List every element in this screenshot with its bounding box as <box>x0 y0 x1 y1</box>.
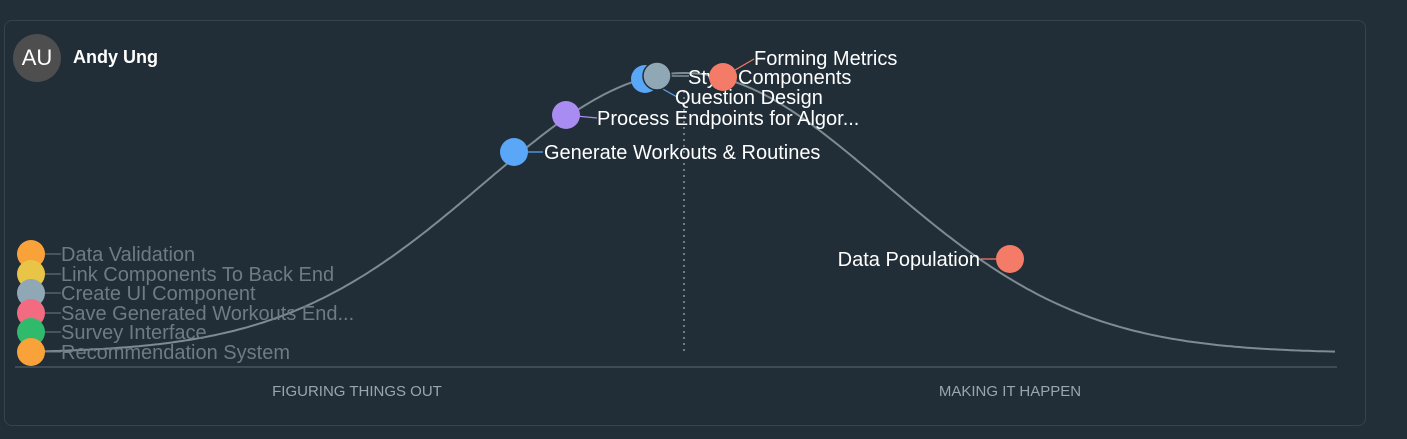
hill-item-label: Data Population <box>838 249 980 271</box>
hill-item-label: Link Components To Back End <box>61 264 334 286</box>
hill-dot[interactable] <box>17 338 45 366</box>
avatar[interactable]: AU <box>13 34 61 82</box>
hill-item-label: Recommendation System <box>61 342 290 364</box>
user-name: Andy Ung <box>73 47 158 67</box>
hill-item-data-population[interactable]: Data Population <box>838 245 1024 273</box>
hill-chart-card: AU Andy Ung FIGURING THINGS OUT MAKING I… <box>4 20 1366 426</box>
hill-item-label: Question Design <box>675 87 823 109</box>
hill-item-label: Forming Metrics <box>754 48 897 70</box>
hill-dot[interactable] <box>17 318 45 346</box>
phase-label-left: FIGURING THINGS OUT <box>272 383 442 400</box>
hill-item-data-validation[interactable]: Data Validation <box>17 240 195 268</box>
hill-item-label: Generate Workouts & Routines <box>544 142 820 164</box>
hill-dot[interactable] <box>642 61 672 91</box>
hill-dot[interactable] <box>709 63 737 91</box>
hill-item-process-endpoints[interactable]: Process Endpoints for Algor... <box>552 101 859 130</box>
hill-item-survey-interface[interactable]: Survey Interface <box>17 318 207 346</box>
hill-item-recommendation-system[interactable]: Recommendation System <box>17 338 290 366</box>
hill-items: Generate Workouts & Routines Process End… <box>500 48 1024 273</box>
hill-item-label: Process Endpoints for Algor... <box>597 108 859 130</box>
hill-item-label: Data Validation <box>61 244 195 266</box>
hill-curve <box>31 72 1336 353</box>
hill-item-label: Create UI Component <box>61 283 256 305</box>
hill-item-generate-workouts[interactable]: Generate Workouts & Routines <box>500 138 820 166</box>
hill-item-label: Survey Interface <box>61 322 207 344</box>
stacked-items: Data Validation Link Components To Back … <box>17 240 354 366</box>
phase-label-right: MAKING IT HAPPEN <box>939 383 1081 400</box>
hill-chart: FIGURING THINGS OUT MAKING IT HAPPEN Dat… <box>15 48 1337 400</box>
hill-item-label: Save Generated Workouts End... <box>61 303 354 325</box>
hill-dot[interactable] <box>996 245 1024 273</box>
hill-dot[interactable] <box>17 240 45 268</box>
hill-dot[interactable] <box>500 138 528 166</box>
hill-item-create-ui-component[interactable]: Create UI Component <box>17 279 256 307</box>
hill-dot[interactable] <box>552 101 580 129</box>
hill-item-forming-metrics[interactable]: Forming Metrics <box>709 48 897 91</box>
hill-dot[interactable] <box>17 279 45 307</box>
